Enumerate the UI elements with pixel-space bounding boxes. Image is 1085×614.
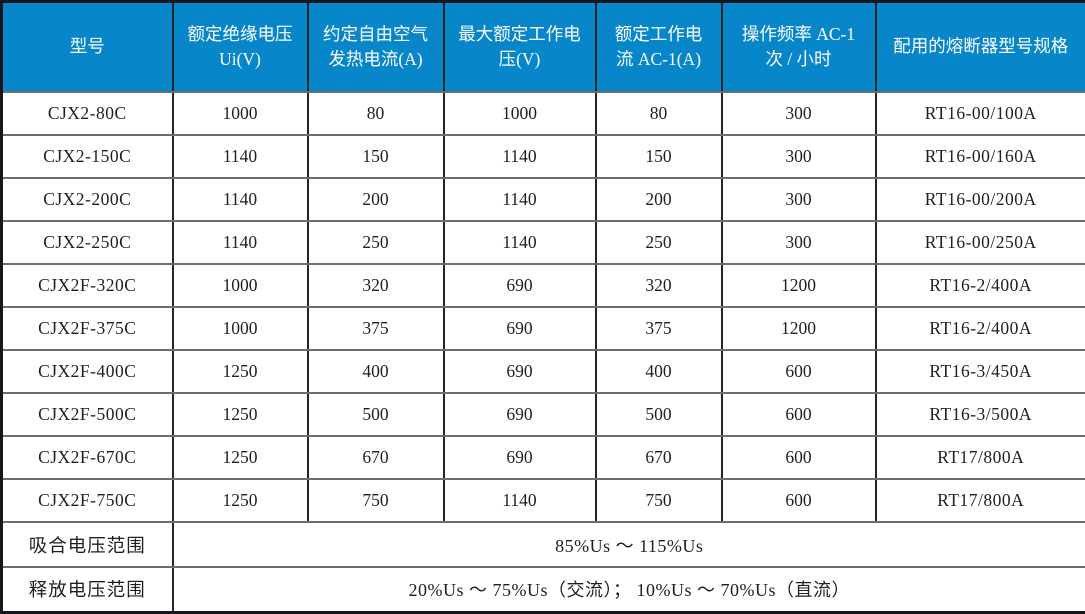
value-cell: 200	[596, 178, 722, 221]
model-cell: CJX2F-750C	[2, 479, 173, 522]
value-cell: 1000	[173, 92, 308, 135]
table-header: 型号 额定绝缘电压 Ui(V) 约定自由空气发热电流(A) 最大额定工作电压(V…	[2, 2, 1085, 93]
header-row: 型号 额定绝缘电压 Ui(V) 约定自由空气发热电流(A) 最大额定工作电压(V…	[2, 2, 1085, 93]
table-row: CJX2F-670C 1250 670 690 670 600 RT17/800…	[2, 436, 1085, 479]
fuse-cell: RT17/800A	[876, 479, 1085, 522]
value-cell: 1250	[173, 393, 308, 436]
value-cell: 1000	[444, 92, 596, 135]
value-cell: 690	[444, 264, 596, 307]
value-cell: 1250	[173, 479, 308, 522]
fuse-cell: RT16-3/500A	[876, 393, 1085, 436]
table-row: CJX2F-320C 1000 320 690 320 1200 RT16-2/…	[2, 264, 1085, 307]
table-row: CJX2-250C 1140 250 1140 250 300 RT16-00/…	[2, 221, 1085, 264]
table-row: CJX2F-375C 1000 375 690 375 1200 RT16-2/…	[2, 307, 1085, 350]
value-cell: 500	[308, 393, 444, 436]
value-cell: 600	[722, 350, 876, 393]
value-cell: 400	[308, 350, 444, 393]
table-row: CJX2F-400C 1250 400 690 400 600 RT16-3/4…	[2, 350, 1085, 393]
value-cell: 80	[308, 92, 444, 135]
model-cell: CJX2F-375C	[2, 307, 173, 350]
value-cell: 320	[596, 264, 722, 307]
fuse-cell: RT16-00/160A	[876, 135, 1085, 178]
value-cell: 1250	[173, 350, 308, 393]
pickup-voltage-value: 85%Us ～ 115%Us	[173, 522, 1085, 567]
value-cell: 1140	[173, 135, 308, 178]
header-cell-thermal-current: 约定自由空气发热电流(A)	[308, 2, 444, 93]
value-cell: 375	[596, 307, 722, 350]
value-cell: 500	[596, 393, 722, 436]
value-cell: 1140	[173, 178, 308, 221]
model-cell: CJX2F-500C	[2, 393, 173, 436]
table-row: CJX2F-750C 1250 750 1140 750 600 RT17/80…	[2, 479, 1085, 522]
fuse-cell: RT16-2/400A	[876, 307, 1085, 350]
table-row: CJX2-150C 1140 150 1140 150 300 RT16-00/…	[2, 135, 1085, 178]
table-body: CJX2-80C 1000 80 1000 80 300 RT16-00/100…	[2, 92, 1085, 522]
model-cell: CJX2F-670C	[2, 436, 173, 479]
value-cell: 300	[722, 135, 876, 178]
value-cell: 1140	[444, 178, 596, 221]
fuse-cell: RT16-00/100A	[876, 92, 1085, 135]
model-cell: CJX2-150C	[2, 135, 173, 178]
footer-row-pickup-voltage: 吸合电压范围 85%Us ～ 115%Us	[2, 522, 1085, 567]
fuse-cell: RT16-00/200A	[876, 178, 1085, 221]
value-cell: 1140	[444, 135, 596, 178]
value-cell: 250	[308, 221, 444, 264]
header-cell-insulation-voltage: 额定绝缘电压 Ui(V)	[173, 2, 308, 93]
value-cell: 200	[308, 178, 444, 221]
value-cell: 300	[722, 221, 876, 264]
fuse-cell: RT16-3/450A	[876, 350, 1085, 393]
value-cell: 1200	[722, 264, 876, 307]
value-cell: 300	[722, 178, 876, 221]
value-cell: 600	[722, 393, 876, 436]
value-cell: 1140	[444, 221, 596, 264]
model-cell: CJX2-250C	[2, 221, 173, 264]
value-cell: 600	[722, 436, 876, 479]
model-cell: CJX2F-320C	[2, 264, 173, 307]
table-footer: 吸合电压范围 85%Us ～ 115%Us 释放电压范围 20%Us ～ 75%…	[2, 522, 1085, 612]
value-cell: 375	[308, 307, 444, 350]
value-cell: 1200	[722, 307, 876, 350]
value-cell: 150	[596, 135, 722, 178]
table-row: CJX2-200C 1140 200 1140 200 300 RT16-00/…	[2, 178, 1085, 221]
fuse-cell: RT16-2/400A	[876, 264, 1085, 307]
value-cell: 1250	[173, 436, 308, 479]
table-row: CJX2F-500C 1250 500 690 500 600 RT16-3/5…	[2, 393, 1085, 436]
value-cell: 150	[308, 135, 444, 178]
model-cell: CJX2F-400C	[2, 350, 173, 393]
value-cell: 750	[596, 479, 722, 522]
value-cell: 400	[596, 350, 722, 393]
model-cell: CJX2-200C	[2, 178, 173, 221]
value-cell: 1000	[173, 307, 308, 350]
header-cell-fuse-spec: 配用的熔断器型号规格	[876, 2, 1085, 93]
value-cell: 670	[596, 436, 722, 479]
value-cell: 250	[596, 221, 722, 264]
value-cell: 600	[722, 479, 876, 522]
header-cell-max-working-voltage: 最大额定工作电压(V)	[444, 2, 596, 93]
value-cell: 690	[444, 436, 596, 479]
release-voltage-label: 释放电压范围	[2, 567, 173, 612]
release-voltage-value: 20%Us ～ 75%Us（交流）； 10%Us ～ 70%Us（直流）	[173, 567, 1085, 612]
value-cell: 320	[308, 264, 444, 307]
value-cell: 1140	[444, 479, 596, 522]
value-cell: 670	[308, 436, 444, 479]
footer-row-release-voltage: 释放电压范围 20%Us ～ 75%Us（交流）； 10%Us ～ 70%Us（…	[2, 567, 1085, 612]
fuse-cell: RT17/800A	[876, 436, 1085, 479]
value-cell: 300	[722, 92, 876, 135]
value-cell: 690	[444, 307, 596, 350]
fuse-cell: RT16-00/250A	[876, 221, 1085, 264]
header-cell-working-current: 额定工作电流 AC-1(A)	[596, 2, 722, 93]
value-cell: 1000	[173, 264, 308, 307]
value-cell: 80	[596, 92, 722, 135]
value-cell: 690	[444, 393, 596, 436]
header-cell-operation-frequency: 操作频率 AC-1 次 / 小时	[722, 2, 876, 93]
value-cell: 690	[444, 350, 596, 393]
value-cell: 1140	[173, 221, 308, 264]
header-cell-model: 型号	[2, 2, 173, 93]
model-cell: CJX2-80C	[2, 92, 173, 135]
table-row: CJX2-80C 1000 80 1000 80 300 RT16-00/100…	[2, 92, 1085, 135]
pickup-voltage-label: 吸合电压范围	[2, 522, 173, 567]
value-cell: 750	[308, 479, 444, 522]
